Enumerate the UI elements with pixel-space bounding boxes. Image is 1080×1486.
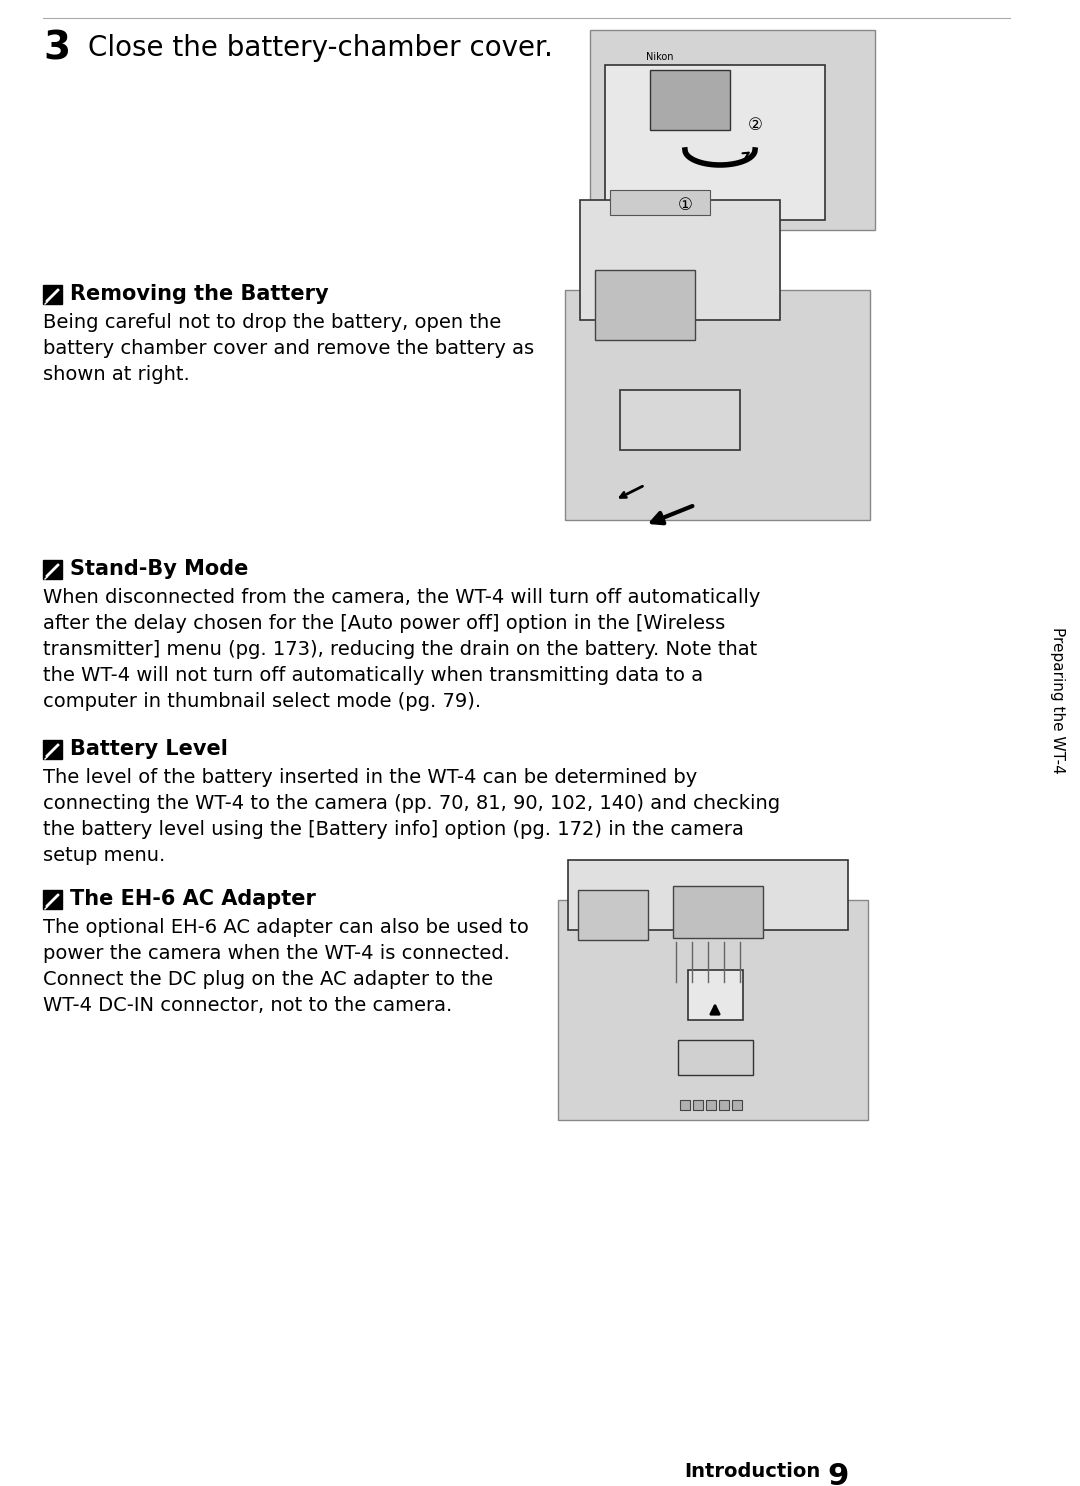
Bar [678,1040,753,1074]
Text: Preparing the WT-4: Preparing the WT-4 [1050,627,1065,773]
Text: setup menu.: setup menu. [43,846,165,865]
Text: power the camera when the WT-4 is connected.: power the camera when the WT-4 is connec… [43,944,510,963]
Bar [680,1100,690,1110]
Text: computer in thumbnail select mode (pg. 79).: computer in thumbnail select mode (pg. 7… [43,692,481,710]
Text: Nikon: Nikon [646,52,674,62]
Text: the battery level using the [Battery info] option (pg. 172) in the camera: the battery level using the [Battery inf… [43,820,744,840]
Bar [590,30,875,230]
Bar [719,1100,729,1110]
Polygon shape [46,565,59,577]
Text: Stand-By Mode: Stand-By Mode [70,559,248,580]
Bar [578,890,648,941]
Text: shown at right.: shown at right. [43,366,190,383]
Text: Battery Level: Battery Level [70,739,228,759]
Text: Close the battery-chamber cover.: Close the battery-chamber cover. [87,34,553,62]
Bar [558,901,868,1120]
Bar [650,70,730,129]
Text: connecting the WT-4 to the camera (pp. 70, 81, 90, 102, 140) and checking: connecting the WT-4 to the camera (pp. 7… [43,794,780,813]
Bar [693,1100,703,1110]
Polygon shape [46,288,59,302]
Text: 9: 9 [827,1462,849,1486]
Text: Being careful not to drop the battery, open the: Being careful not to drop the battery, o… [43,314,501,331]
Text: The optional EH-6 AC adapter can also be used to: The optional EH-6 AC adapter can also be… [43,918,529,938]
Text: ①: ① [677,196,692,214]
Bar [580,201,780,319]
Text: battery chamber cover and remove the battery as: battery chamber cover and remove the bat… [43,339,535,358]
Bar [620,389,740,450]
Bar [43,890,62,909]
Polygon shape [46,744,59,756]
Text: 3: 3 [43,30,70,68]
Text: The level of the battery inserted in the WT-4 can be determined by: The level of the battery inserted in the… [43,768,698,788]
Bar [673,886,762,938]
Bar [610,190,710,215]
Bar [43,560,62,580]
Text: Removing the Battery: Removing the Battery [70,284,328,305]
Text: Connect the DC plug on the AC adapter to the: Connect the DC plug on the AC adapter to… [43,970,494,990]
Text: Introduction: Introduction [684,1462,820,1482]
Text: after the delay chosen for the [Auto power off] option in the [Wireless: after the delay chosen for the [Auto pow… [43,614,726,633]
Text: The EH-6 AC Adapter: The EH-6 AC Adapter [70,889,315,909]
Bar [565,290,870,520]
Bar [688,970,743,1019]
Text: When disconnected from the camera, the WT-4 will turn off automatically: When disconnected from the camera, the W… [43,588,760,606]
Text: the WT-4 will not turn off automatically when transmitting data to a: the WT-4 will not turn off automatically… [43,666,703,685]
Bar [568,860,848,930]
Bar [43,285,62,305]
Polygon shape [46,895,59,906]
Bar [706,1100,716,1110]
Text: WT-4 DC-IN connector, not to the camera.: WT-4 DC-IN connector, not to the camera. [43,996,453,1015]
Bar [732,1100,742,1110]
Text: transmitter] menu (pg. 173), reducing the drain on the battery. Note that: transmitter] menu (pg. 173), reducing th… [43,640,757,658]
Bar [43,740,62,759]
Text: ②: ② [747,116,762,134]
Bar [605,65,825,220]
Bar [595,270,696,340]
